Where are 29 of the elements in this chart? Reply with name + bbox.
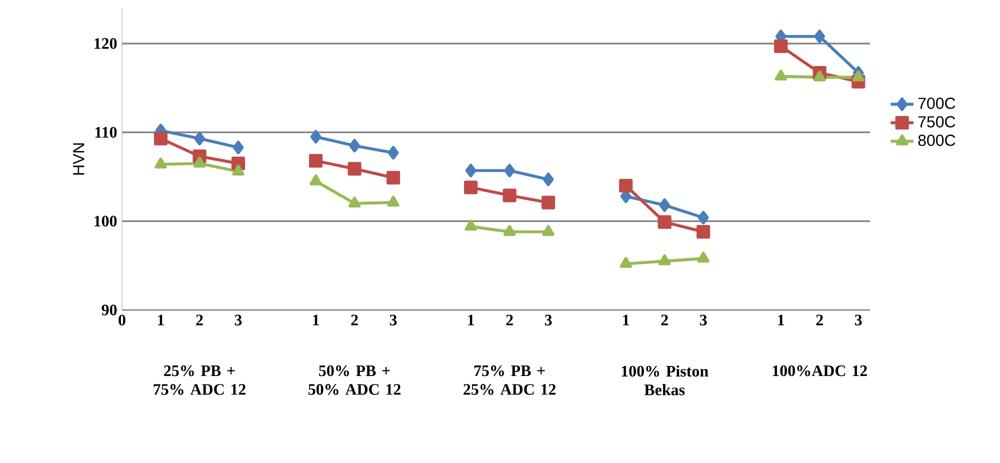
y-tick-label: 120 <box>94 38 117 49</box>
text: 100% Piston Bekas <box>622 365 708 396</box>
x-tick-label: 3 <box>390 314 397 326</box>
x-tick-label: 2 <box>661 314 668 326</box>
x-tick-label: 2 <box>506 314 513 326</box>
x-tick-label: 2 <box>196 314 203 326</box>
x-tick-label: 3 <box>854 314 862 326</box>
x-tick-label: 1 <box>778 314 784 326</box>
x-tick-label: 2 <box>816 314 823 326</box>
x-tick-label: 1 <box>623 314 630 326</box>
y-tick-label: 90 <box>102 304 117 316</box>
text: 50% PB + 50% ADC 12 <box>308 365 401 395</box>
x-tick-label: 1 <box>313 314 319 326</box>
x-tick-label: 2 <box>351 314 358 326</box>
legend-label: 700C <box>918 98 956 109</box>
x-tick-label: 1 <box>158 314 164 326</box>
x-tick-label: 1 <box>468 314 474 326</box>
legend-label: 750C <box>918 116 956 128</box>
text: 100%ADC 12 <box>772 365 867 376</box>
legend-label: 800C <box>918 134 956 146</box>
x-tick-label: 3 <box>700 314 707 326</box>
x-tick-label: 3 <box>234 314 242 326</box>
y-axis-title: HVN <box>73 143 84 175</box>
x-tick-label: 0 <box>118 314 126 326</box>
text: 75% PB + 25% ADC 12 <box>464 365 556 395</box>
y-tick-label: 110 <box>95 126 117 138</box>
x-tick-label: 3 <box>544 314 552 326</box>
y-tick-label: 100 <box>94 216 117 227</box>
text: 25% PB + 75% ADC 12 <box>154 365 246 395</box>
